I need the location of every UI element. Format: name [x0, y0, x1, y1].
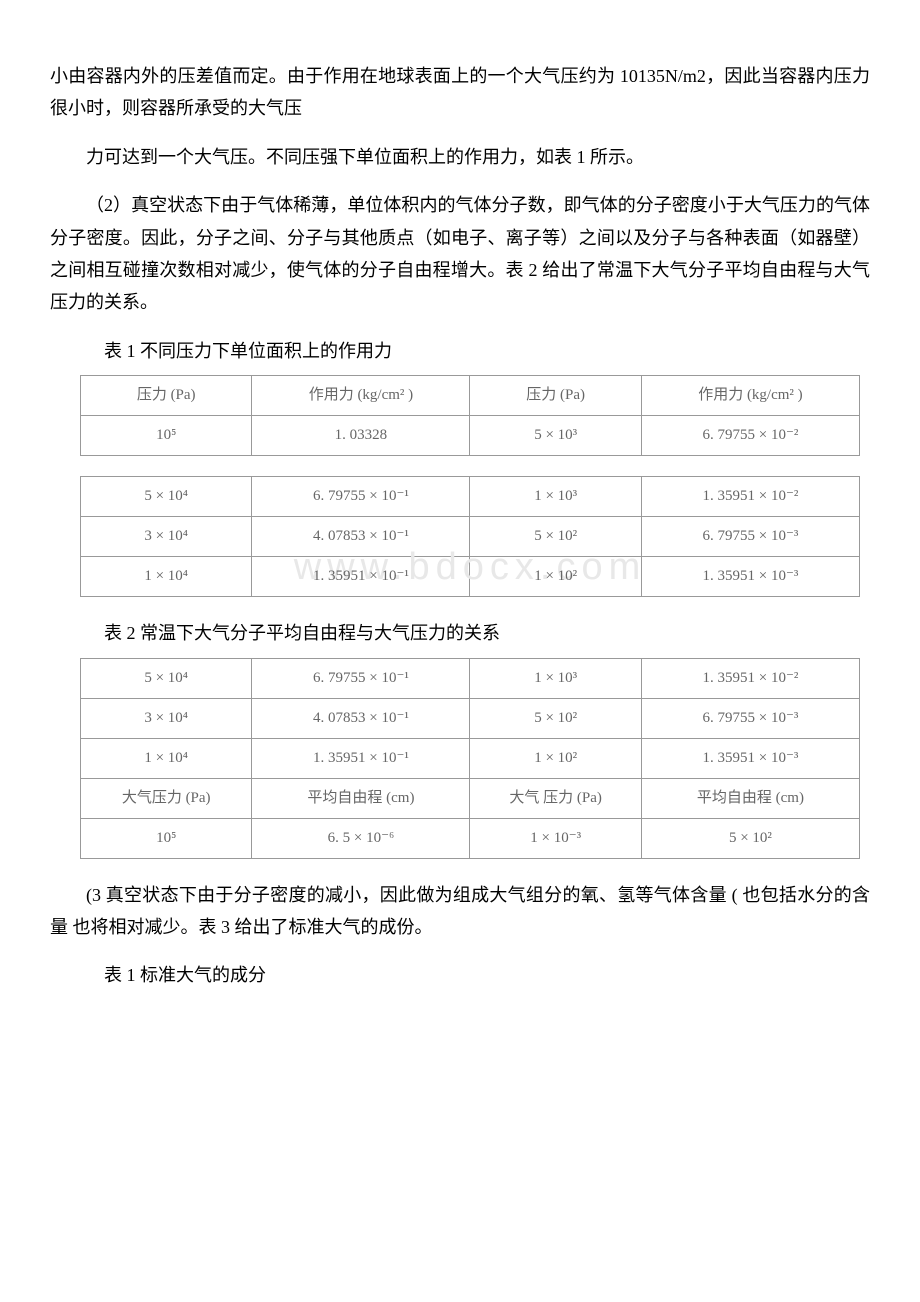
cell: 1 × 10³: [470, 658, 641, 698]
cell: 大气 压力 (Pa): [470, 778, 641, 818]
cell: 1. 35951 × 10⁻²: [641, 477, 859, 517]
cell: 大气压力 (Pa): [81, 778, 252, 818]
cell: 1. 35951 × 10⁻¹: [252, 738, 470, 778]
cell: 1 × 10²: [470, 557, 641, 597]
table-row: 压力 (Pa) 作用力 (kg/cm² ) 压力 (Pa) 作用力 (kg/cm…: [81, 376, 860, 416]
table-row: 3 × 10⁴ 4. 07853 × 10⁻¹ 5 × 10² 6. 79755…: [81, 517, 860, 557]
cell: 5 × 10⁴: [81, 477, 252, 517]
cell: 平均自由程 (cm): [641, 778, 859, 818]
paragraph-3: （2）真空状态下由于气体稀薄，单位体积内的气体分子数，即气体的分子密度小于大气压…: [50, 189, 870, 319]
table-1-caption: 表 1 不同压力下单位面积上的作用力: [50, 335, 870, 367]
table-2: 5 × 10⁴ 6. 79755 × 10⁻¹ 1 × 10³ 1. 35951…: [80, 658, 860, 859]
cell: 5 × 10²: [641, 818, 859, 858]
paragraph-1: 小由容器内外的压差值而定。由于作用在地球表面上的一个大气压约为 10135N/m…: [50, 60, 870, 125]
paragraph-2: 力可达到一个大气压。不同压强下单位面积上的作用力，如表 1 所示。: [50, 141, 870, 173]
cell: 1 × 10⁴: [81, 557, 252, 597]
table-3-caption: 表 1 标准大气的成分: [50, 959, 870, 991]
table-2-caption: 表 2 常温下大气分子平均自由程与大气压力的关系: [50, 617, 870, 649]
cell: 1. 35951 × 10⁻³: [641, 738, 859, 778]
cell: 3 × 10⁴: [81, 698, 252, 738]
cell: 1 × 10²: [470, 738, 641, 778]
table-1-body: 5 × 10⁴ 6. 79755 × 10⁻¹ 1 × 10³ 1. 35951…: [80, 476, 860, 597]
cell: 6. 79755 × 10⁻²: [641, 416, 859, 456]
cell: 作用力 (kg/cm² ): [252, 376, 470, 416]
cell: 5 × 10²: [470, 517, 641, 557]
cell: 5 × 10⁴: [81, 658, 252, 698]
cell: 3 × 10⁴: [81, 517, 252, 557]
cell: 4. 07853 × 10⁻¹: [252, 698, 470, 738]
cell: 10⁵: [81, 416, 252, 456]
cell: 6. 79755 × 10⁻³: [641, 517, 859, 557]
table-row: 1 × 10⁴ 1. 35951 × 10⁻¹ 1 × 10² 1. 35951…: [81, 738, 860, 778]
table-row: 5 × 10⁴ 6. 79755 × 10⁻¹ 1 × 10³ 1. 35951…: [81, 658, 860, 698]
cell: 5 × 10²: [470, 698, 641, 738]
table-row: 5 × 10⁴ 6. 79755 × 10⁻¹ 1 × 10³ 1. 35951…: [81, 477, 860, 517]
table-row: 10⁵ 6. 5 × 10⁻⁶ 1 × 10⁻³ 5 × 10²: [81, 818, 860, 858]
table-1-header: 压力 (Pa) 作用力 (kg/cm² ) 压力 (Pa) 作用力 (kg/cm…: [80, 375, 860, 456]
table-row: 1 × 10⁴ 1. 35951 × 10⁻¹ 1 × 10² 1. 35951…: [81, 557, 860, 597]
paragraph-4: (3 真空状态下由于分子密度的减小，因此做为组成大气组分的氧、氢等气体含量 ( …: [50, 879, 870, 944]
cell: 10⁵: [81, 818, 252, 858]
cell: 1. 35951 × 10⁻²: [641, 658, 859, 698]
cell: 6. 79755 × 10⁻³: [641, 698, 859, 738]
table-row: 3 × 10⁴ 4. 07853 × 10⁻¹ 5 × 10² 6. 79755…: [81, 698, 860, 738]
table-row: 大气压力 (Pa) 平均自由程 (cm) 大气 压力 (Pa) 平均自由程 (c…: [81, 778, 860, 818]
table-row: 10⁵ 1. 03328 5 × 10³ 6. 79755 × 10⁻²: [81, 416, 860, 456]
cell: 1 × 10⁴: [81, 738, 252, 778]
cell: 6. 79755 × 10⁻¹: [252, 658, 470, 698]
cell: 4. 07853 × 10⁻¹: [252, 517, 470, 557]
cell: 1 × 10³: [470, 477, 641, 517]
cell: 平均自由程 (cm): [252, 778, 470, 818]
cell: 5 × 10³: [470, 416, 641, 456]
cell: 作用力 (kg/cm² ): [641, 376, 859, 416]
cell: 1. 03328: [252, 416, 470, 456]
cell: 压力 (Pa): [81, 376, 252, 416]
cell: 1. 35951 × 10⁻¹: [252, 557, 470, 597]
cell: 6. 79755 × 10⁻¹: [252, 477, 470, 517]
cell: 压力 (Pa): [470, 376, 641, 416]
cell: 1 × 10⁻³: [470, 818, 641, 858]
cell: 1. 35951 × 10⁻³: [641, 557, 859, 597]
cell: 6. 5 × 10⁻⁶: [252, 818, 470, 858]
